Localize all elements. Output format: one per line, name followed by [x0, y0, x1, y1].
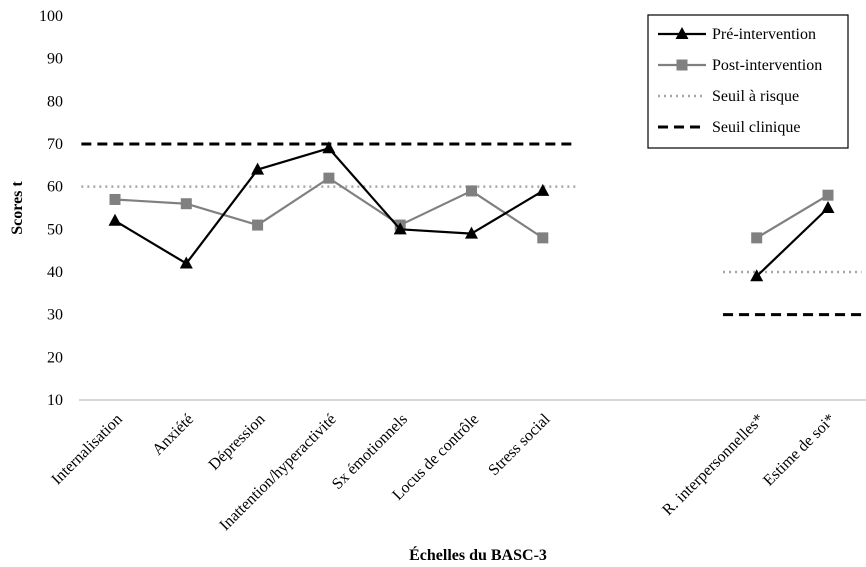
legend-label: Seuil à risque [712, 88, 799, 105]
data-point-triangle [750, 269, 764, 282]
data-point-square [252, 219, 264, 231]
y-tick-label: 20 [47, 349, 63, 366]
x-tick-label: Anxiété [149, 411, 197, 459]
x-tick-label: Dépression [206, 411, 269, 474]
data-point-triangle [322, 141, 336, 154]
legend: Pré-intervention Post-intervention Seuil à… [647, 14, 849, 149]
data-point-square [751, 232, 763, 244]
y-tick-label: 10 [47, 392, 63, 409]
y-tick-label: 50 [47, 221, 63, 238]
x-tick-label: Sx émotionnels [329, 411, 411, 493]
legend-marker-square [676, 59, 688, 71]
legend-label: Post-intervention [712, 57, 822, 74]
x-tick-label: Stress social [485, 410, 554, 479]
data-point-triangle [108, 213, 122, 226]
y-tick-label: 30 [47, 307, 63, 324]
y-tick-label: 70 [47, 136, 63, 153]
series-line [114, 147, 544, 265]
data-point-triangle [465, 226, 478, 239]
data-point-triangle [536, 183, 550, 196]
x-tick-label: R. interpersonnelles* [659, 411, 767, 519]
y-tick-label: 80 [47, 93, 63, 110]
y-tick-label: 100 [39, 8, 63, 25]
y-tick-label: 40 [47, 264, 63, 281]
x-tick-label: Estime de soi* [760, 411, 839, 490]
series-line [756, 194, 829, 239]
data-point-triangle [179, 256, 193, 269]
data-point-square [466, 185, 477, 197]
data-point-square [537, 232, 549, 244]
y-tick-label: 90 [47, 51, 63, 68]
legend-marker-triangle [675, 27, 689, 39]
data-point-square [822, 189, 834, 201]
data-point-square [180, 198, 192, 210]
x-axis-title: Échelles du BASC-3 [409, 545, 547, 564]
data-point-square [109, 193, 121, 205]
series-line [755, 207, 829, 278]
data-point-triangle [393, 222, 407, 235]
y-axis: 10 20 30 40 50 60 70 80 90 100 [39, 8, 63, 409]
plot-series [81, 141, 862, 317]
y-tick-label: 60 [47, 179, 63, 196]
legend-label: Pré-intervention [712, 26, 816, 43]
x-axis: Internalisation Anxiété DépressionInattent… [48, 399, 866, 534]
data-point-triangle [821, 201, 835, 213]
x-tick-label: Inattention/hyperactivité [216, 411, 339, 534]
legend-label: Seuil clinique [712, 119, 800, 136]
x-tick-label: Internalisation [48, 411, 125, 488]
data-point-triangle [251, 162, 265, 175]
data-point-square [323, 172, 335, 184]
y-axis-title: Scores t [9, 181, 26, 235]
